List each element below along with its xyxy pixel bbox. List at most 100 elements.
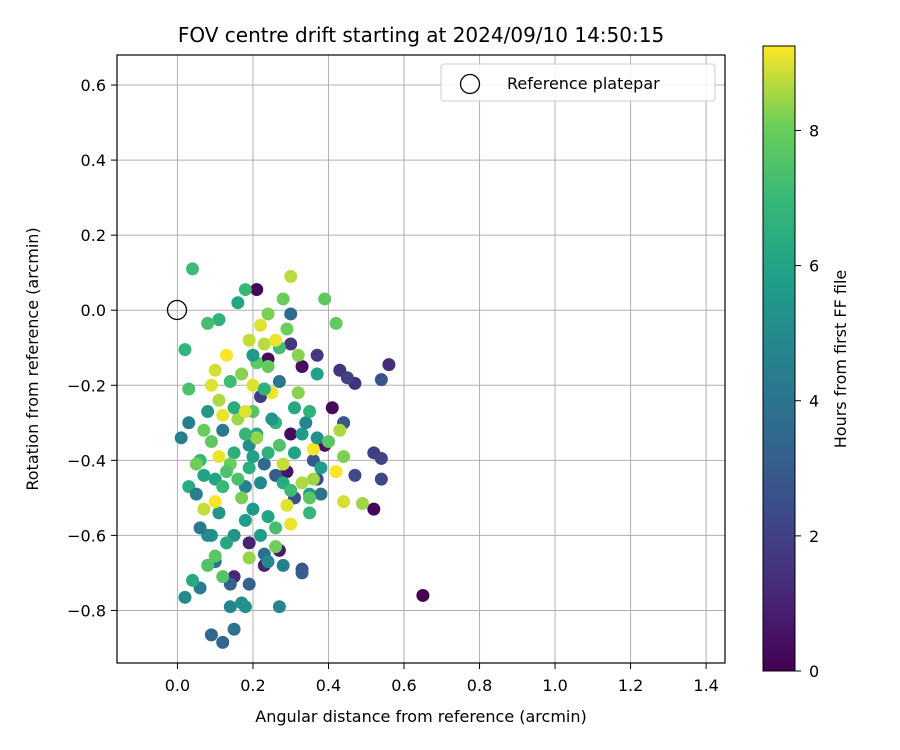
data-point (337, 495, 351, 509)
data-point (261, 446, 275, 460)
x-tick-label: 0.8 (467, 676, 492, 695)
data-point (242, 577, 256, 591)
y-tick-label: −0.6 (67, 526, 106, 545)
data-point (174, 431, 188, 445)
data-point (306, 442, 320, 456)
data-point (257, 457, 271, 471)
data-point (235, 367, 249, 381)
data-point (246, 502, 260, 516)
y-tick-label: 0.0 (81, 301, 106, 320)
data-point (220, 536, 234, 550)
data-point (284, 427, 298, 441)
data-point (310, 367, 324, 381)
data-point (272, 438, 286, 452)
data-point (212, 506, 226, 520)
y-tick-label: 0.6 (81, 76, 106, 95)
data-point (314, 487, 328, 501)
data-point (238, 427, 252, 441)
data-point (216, 423, 230, 437)
data-point (231, 472, 245, 486)
legend-marker-icon (459, 73, 481, 95)
data-point (189, 457, 203, 471)
colorbar-ticks: 0 2 4 6 8 (795, 121, 819, 681)
data-point (303, 506, 317, 520)
x-tick-label: 0.2 (240, 676, 265, 695)
legend: Reference platepar (440, 63, 716, 102)
y-tick-label: −0.2 (67, 376, 106, 395)
data-point (318, 292, 332, 306)
data-point (189, 487, 203, 501)
data-point (269, 521, 283, 535)
data-point (284, 269, 298, 283)
data-point (201, 405, 215, 419)
chart-title: FOV centre drift starting at 2024/09/10 … (178, 23, 664, 47)
data-point (197, 502, 211, 516)
data-point (329, 465, 343, 479)
data-point (257, 382, 271, 396)
legend-box (440, 63, 716, 102)
data-point (265, 412, 279, 426)
x-axis-label: Angular distance from reference (arcmin) (255, 707, 586, 726)
x-tick-label: 0.0 (165, 676, 190, 695)
data-point (310, 348, 324, 362)
data-point (182, 382, 196, 396)
colorbar-tick-label: 0 (809, 662, 819, 681)
data-point (295, 476, 309, 490)
data-point (295, 427, 309, 441)
data-point (193, 521, 207, 535)
data-point (287, 401, 301, 415)
data-point (269, 540, 283, 554)
data-point (223, 375, 237, 389)
colorbar-label: Hours from first FF file (831, 270, 850, 449)
colorbar-tick-label: 4 (809, 392, 819, 411)
data-point (204, 378, 218, 392)
x-tick-label: 0.4 (316, 676, 341, 695)
colorbar (762, 45, 796, 672)
data-point (295, 360, 309, 374)
data-point (246, 450, 260, 464)
data-point (261, 360, 275, 374)
data-point (310, 431, 324, 445)
colorbar-tick-label: 2 (809, 527, 819, 546)
data-point (223, 600, 237, 614)
data-point (197, 423, 211, 437)
data-point (201, 558, 215, 572)
plot-frame (116, 54, 726, 664)
data-point (208, 549, 222, 563)
data-point (337, 450, 351, 464)
data-point (204, 435, 218, 449)
x-tick-label: 1.0 (542, 676, 567, 695)
data-point (261, 510, 275, 524)
x-tick-label: 0.6 (391, 676, 416, 695)
data-point (204, 628, 218, 642)
scatter-points (174, 262, 430, 649)
data-point (340, 371, 354, 385)
y-tick-label: 0.2 (81, 226, 106, 245)
data-point (238, 405, 252, 419)
data-point (382, 358, 396, 372)
data-point (178, 590, 192, 604)
x-axis-ticks: 0.0 0.2 0.4 0.6 0.8 1.0 1.2 1.4 (165, 663, 719, 695)
data-point (242, 536, 256, 550)
data-point (269, 333, 283, 347)
data-point (355, 496, 369, 510)
data-point (329, 316, 343, 330)
colorbar-tick-label: 8 (809, 121, 819, 140)
data-point (284, 307, 298, 321)
data-point (216, 480, 230, 494)
data-point (201, 316, 215, 330)
data-point (197, 468, 211, 482)
data-point (238, 513, 252, 527)
data-point (212, 313, 226, 327)
data-point (227, 446, 241, 460)
data-point (287, 446, 301, 460)
data-point (220, 348, 234, 362)
data-point (250, 431, 264, 445)
colorbar-tick-label: 6 (809, 257, 819, 276)
data-point (333, 423, 347, 437)
data-point (374, 451, 388, 465)
data-point (216, 570, 230, 584)
data-point (208, 495, 222, 509)
reference-platepar-marker (166, 299, 188, 321)
